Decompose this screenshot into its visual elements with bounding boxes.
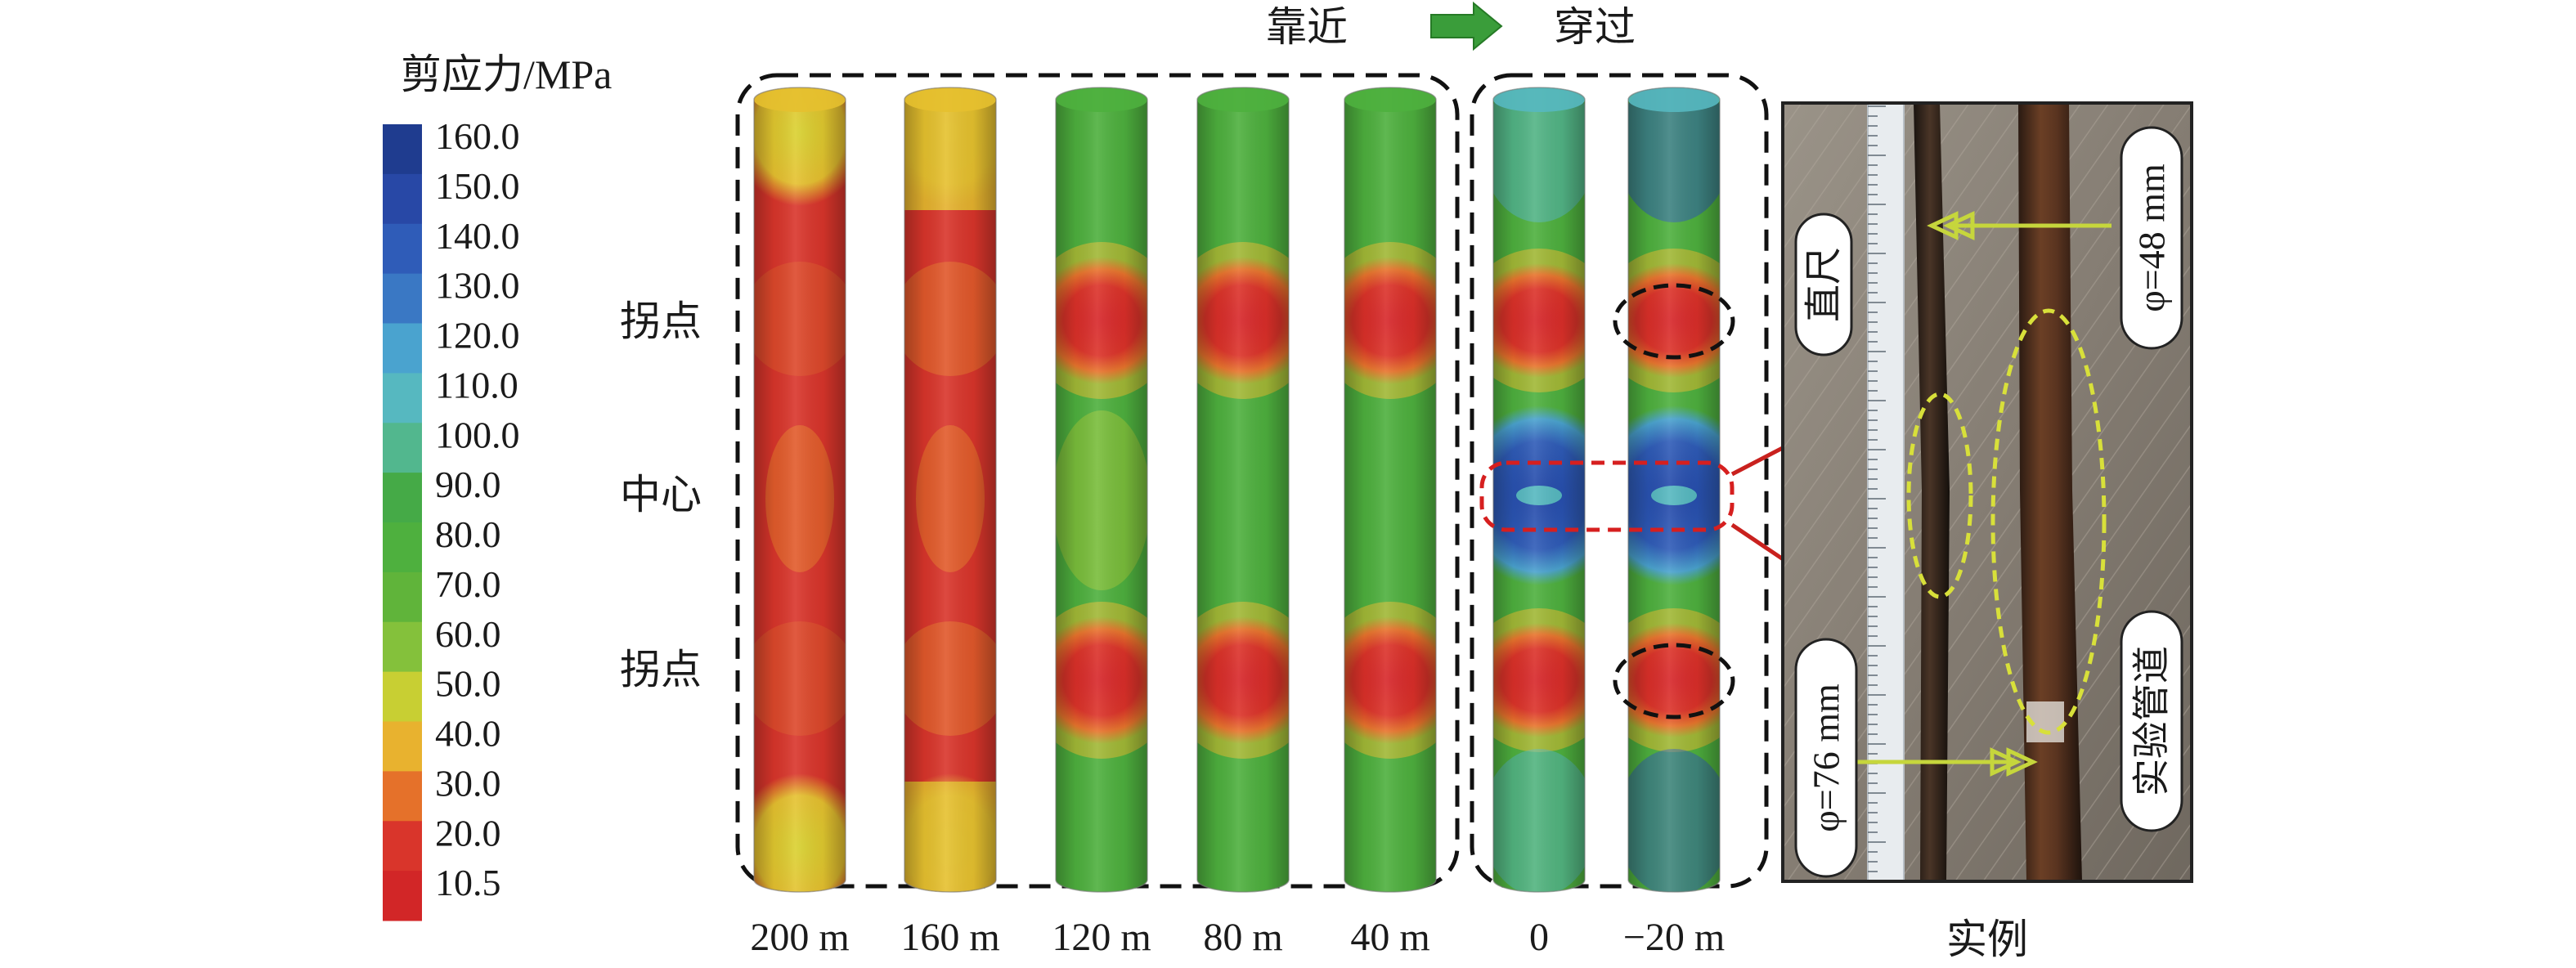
deformation-ellipse-thick <box>1990 308 2107 735</box>
colorbar-swatch <box>383 522 422 573</box>
legend-title: 剪应力/MPa <box>401 52 612 97</box>
colorbar-tick-label: 60.0 <box>435 613 501 655</box>
colorbar-swatch <box>383 721 422 772</box>
colorbar-tick-label: 150.0 <box>435 165 520 207</box>
colorbar-swatch <box>383 273 422 324</box>
pipe-contours <box>753 87 1721 893</box>
thin-pipe <box>1914 103 1950 881</box>
colorbar-swatch <box>383 323 422 374</box>
pipe-distance-label: 120 m <box>1052 916 1151 959</box>
colorbar-swatch <box>383 423 422 473</box>
pipe-contour <box>1627 87 1721 893</box>
pipe-distance-label: 40 m <box>1350 916 1429 959</box>
colorbar-swatch <box>383 671 422 722</box>
pipe-contour <box>1344 87 1437 893</box>
phase-cross-label: 穿过 <box>1554 4 1636 50</box>
colorbar-swatch <box>383 373 422 424</box>
colorbar-tick-label: 110.0 <box>435 364 518 406</box>
colorbar-tick-label: 160.0 <box>435 115 520 157</box>
colorbar-tick-label: 130.0 <box>435 265 520 307</box>
colorbar-swatch <box>383 621 422 673</box>
ruler-label: 直尺 <box>1803 247 1845 322</box>
colorbar-tick-label: 80.0 <box>435 513 501 555</box>
colorbar-tick-label: 90.0 <box>435 464 501 505</box>
colorbar-tick-label: 30.0 <box>435 762 501 804</box>
colorbar-swatch <box>383 571 422 623</box>
pipe-contour <box>753 87 846 893</box>
colorbar-tick-label: 20.0 <box>435 812 501 854</box>
colorbar-swatch <box>383 771 422 822</box>
colorbar-tick-label: 140.0 <box>435 215 520 257</box>
inflection-highlight-bottom <box>1613 643 1735 719</box>
photo-caption: 实例 <box>1946 916 2028 962</box>
ruler-callout: 直尺 <box>1794 213 1853 356</box>
pipe-contour <box>1492 87 1586 893</box>
pipe-contour <box>1055 87 1148 893</box>
d48-label: φ=48 mm <box>2131 164 2173 312</box>
d48-callout: φ=48 mm <box>2120 126 2183 350</box>
colorbar-tick-label: 50.0 <box>435 663 501 705</box>
row-label-inflection-top: 拐点 <box>620 298 702 344</box>
colorbar-tick-labels: 160.0 150.0 140.0 130.0 120.0 110.0 100.0 90.0 8… <box>435 115 520 903</box>
right-arrow-icon <box>1430 1 1503 52</box>
colorbar-tick-label: 10.5 <box>435 862 501 903</box>
colorbar-legend: 剪应力/MPa 160.0 150.0 140.0 130.0 120.0 110.0 10… <box>383 52 612 921</box>
row-label-center: 中心 <box>620 472 702 518</box>
d76-label: φ=76 mm <box>1806 683 1847 832</box>
row-label-inflection-bottom: 拐点 <box>620 647 702 692</box>
colorbar-swatches <box>383 124 422 921</box>
pipe-distance-labels: 200 m 160 m 120 m 80 m 40 m 0 −20 m <box>750 916 1725 959</box>
d76-callout: φ=76 mm <box>1794 638 1858 878</box>
colorbar-swatch <box>383 473 422 523</box>
pipe-distance-label: −20 m <box>1623 916 1725 959</box>
test-pipe-label: 实验管道 <box>2131 646 2173 796</box>
pipe-distance-label: 0 <box>1529 916 1549 959</box>
pipe-contour <box>904 87 997 893</box>
colorbar-tick-label: 40.0 <box>435 713 501 755</box>
colorbar-swatch <box>383 871 422 921</box>
inflection-highlight-top <box>1613 283 1735 360</box>
cross-group-box <box>1470 73 1769 889</box>
pipe-distance-label: 160 m <box>900 916 999 959</box>
deformation-ellipse-thin <box>1906 392 1973 599</box>
colorbar-swatch <box>383 173 422 225</box>
test-pipe-callout: 实验管道 <box>2120 610 2183 832</box>
colorbar-swatch <box>383 821 422 872</box>
pipe-contour <box>1196 87 1290 893</box>
colorbar-swatch <box>383 223 422 275</box>
pipe-distance-label: 80 m <box>1203 916 1282 959</box>
experiment-photo: 直尺 φ=48 mm φ=76 mm 实验管道 <box>1781 101 2193 883</box>
pipe-distance-label: 200 m <box>750 916 849 959</box>
colorbar-tick-label: 70.0 <box>435 563 501 605</box>
test-pipe <box>2018 103 2082 881</box>
phase-approach-label: 靠近 <box>1266 4 1348 50</box>
colorbar-swatch <box>383 124 422 175</box>
colorbar-tick-label: 100.0 <box>435 414 520 455</box>
colorbar-tick-label: 120.0 <box>435 315 520 356</box>
ruler <box>1867 103 1905 881</box>
